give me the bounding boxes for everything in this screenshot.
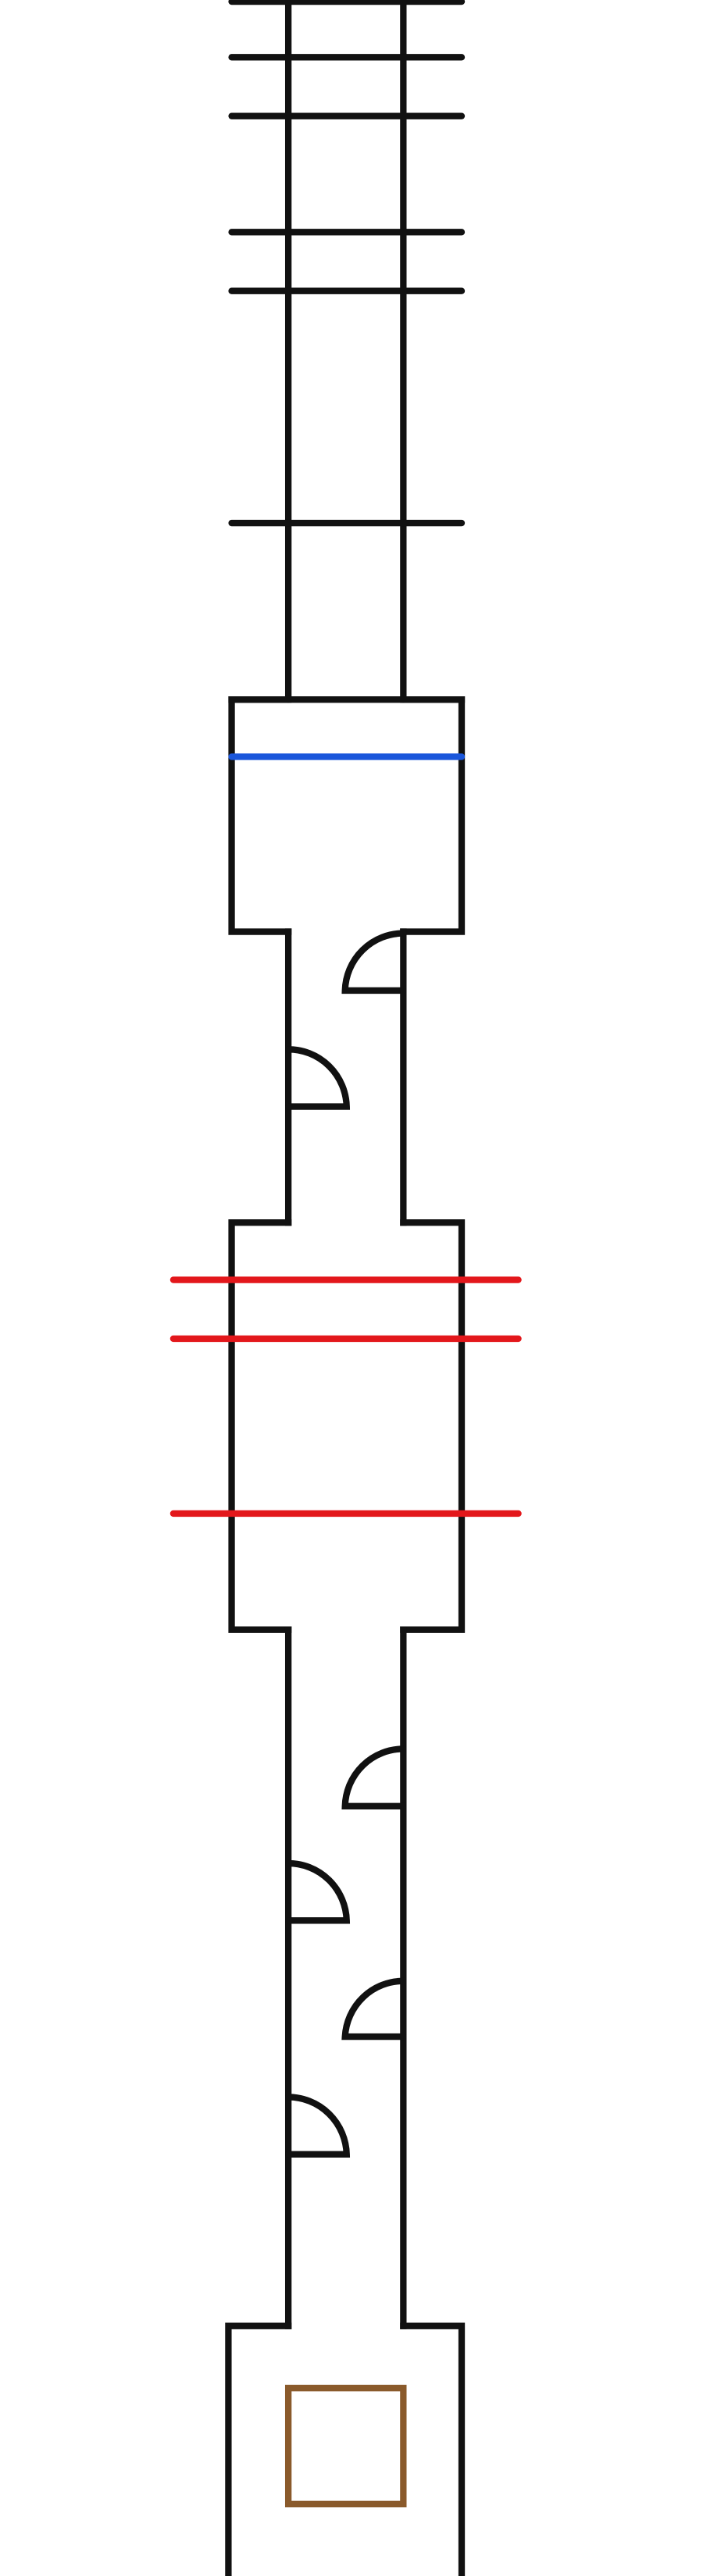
door-swing-arc — [341, 1745, 407, 1809]
door-swing-arc — [284, 1046, 351, 1110]
bottom-room-wall-right — [400, 2322, 466, 2576]
middle-room-wall-left — [228, 1219, 292, 1633]
door-swing-arc — [341, 930, 407, 994]
door-swing-arc — [341, 1977, 407, 2041]
middle-room-wall-right — [400, 1219, 466, 1633]
door-swing-arc — [284, 1859, 351, 1924]
bottom-room-wall — [225, 2322, 292, 2576]
doors — [284, 930, 407, 2158]
door-swing-arc — [284, 2094, 351, 2158]
red-lines — [170, 1276, 522, 1517]
brown-square — [284, 2385, 407, 2508]
ladder-section — [228, 0, 466, 703]
